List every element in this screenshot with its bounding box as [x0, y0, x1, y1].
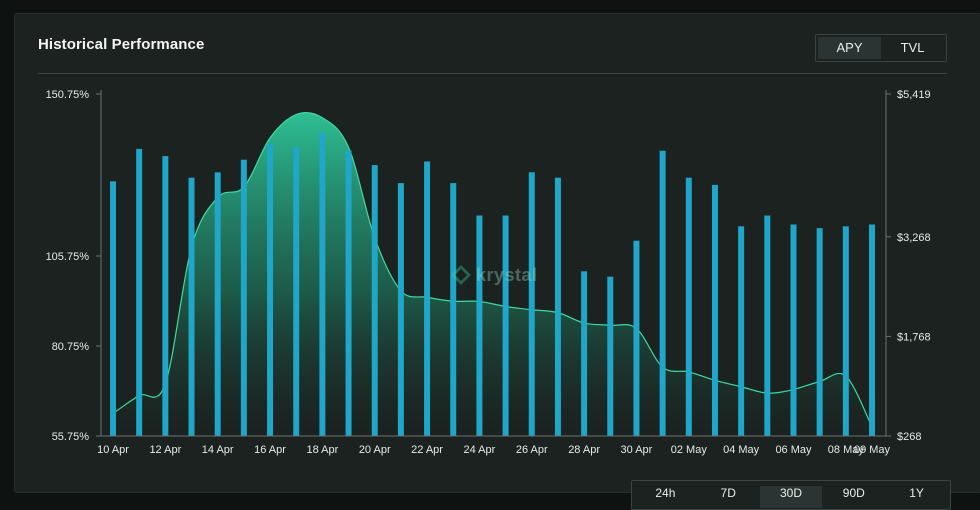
- apy-bar[interactable]: [424, 161, 431, 437]
- apy-bar[interactable]: [371, 165, 378, 436]
- tab-apy[interactable]: APY: [818, 37, 881, 59]
- apy-bar[interactable]: [214, 172, 221, 437]
- left-axis-tick-label: 105.75%: [46, 251, 90, 263]
- x-axis-tick-label: 28 Apr: [568, 444, 600, 456]
- x-axis-tick-label: 02 May: [671, 444, 708, 456]
- apy-bar[interactable]: [188, 177, 195, 436]
- x-axis-tick-label: 06 May: [775, 444, 812, 456]
- x-axis-tick-label: 20 Apr: [359, 444, 391, 456]
- apy-bar[interactable]: [397, 183, 404, 436]
- range-tab-24h[interactable]: 24h: [655, 486, 676, 500]
- header-divider: [38, 73, 947, 74]
- right-axis-tick-label: $5,419: [897, 89, 931, 101]
- range-tab-90d[interactable]: 90D: [842, 486, 865, 500]
- apy-bar[interactable]: [659, 150, 666, 436]
- left-axis-tick-label: 150.75%: [46, 89, 90, 101]
- apy-bar-layer: [110, 132, 875, 437]
- x-axis-tick-label: 04 May: [723, 444, 760, 456]
- x-axis-tick-label: 12 Apr: [149, 444, 181, 456]
- right-axis-tick-label: $3,268: [897, 232, 931, 244]
- x-axis-tick-label: 16 Apr: [254, 444, 286, 456]
- left-axis-tick-label: 80.75%: [52, 341, 90, 353]
- right-axis-tick-label: $268: [897, 431, 921, 443]
- tab-tvl[interactable]: TVL: [900, 40, 925, 55]
- x-axis-tick-label: 10 Apr: [97, 444, 129, 456]
- apy-bar[interactable]: [816, 228, 823, 436]
- krystal-watermark: krystal: [450, 264, 538, 286]
- apy-bar[interactable]: [345, 150, 352, 436]
- apy-bar[interactable]: [136, 148, 143, 436]
- apy-bar[interactable]: [764, 215, 771, 437]
- left-axis-tick-label: 55.75%: [52, 431, 90, 443]
- x-axis-tick-label: 18 Apr: [306, 444, 338, 456]
- apy-bar[interactable]: [319, 132, 326, 436]
- apy-bar[interactable]: [842, 226, 849, 436]
- apy-bar[interactable]: [738, 226, 745, 436]
- apy-bar[interactable]: [528, 172, 535, 437]
- apy-bar[interactable]: [476, 215, 483, 437]
- panel-title: Historical Performance: [38, 36, 205, 53]
- range-tab-7d[interactable]: 7D: [720, 486, 736, 500]
- x-axis-tick-label: 22 Apr: [411, 444, 443, 456]
- watermark-text: krystal: [476, 264, 538, 285]
- apy-bar[interactable]: [293, 147, 300, 436]
- apy-bar[interactable]: [790, 224, 797, 437]
- apy-bar[interactable]: [869, 224, 875, 437]
- x-axis-tick-label: 24 Apr: [464, 444, 496, 456]
- apy-bar[interactable]: [685, 177, 692, 436]
- range-tab-1y[interactable]: 1Y: [909, 486, 924, 500]
- x-axis-tick-label: 26 Apr: [516, 444, 548, 456]
- range-tab-30d[interactable]: 30D: [759, 486, 823, 508]
- tvl-area-fill: [113, 112, 872, 436]
- apy-bar[interactable]: [240, 159, 247, 436]
- apy-bar[interactable]: [607, 276, 614, 436]
- apy-bar[interactable]: [267, 143, 274, 437]
- right-axis-tick-label: $1,768: [897, 331, 931, 343]
- axes: 150.75% 105.75% 80.75% 55.75% $5,419 $3,268 $1…: [46, 89, 931, 456]
- apy-bar[interactable]: [581, 271, 588, 436]
- x-axis-tick-label: 30 Apr: [621, 444, 653, 456]
- apy-bar[interactable]: [711, 184, 718, 436]
- apy-bar[interactable]: [110, 181, 116, 436]
- apy-bar[interactable]: [162, 156, 169, 436]
- metric-toggle: APY TVL: [815, 34, 947, 62]
- apy-bar[interactable]: [554, 177, 561, 436]
- range-toggle: 24h 7D 30D 90D 1Y: [631, 480, 951, 510]
- apy-bar[interactable]: [633, 240, 640, 436]
- x-axis-tick-label: 08 May: [828, 444, 865, 456]
- x-axis-tick-label: 14 Apr: [202, 444, 234, 456]
- krystal-logo-icon: [451, 265, 471, 285]
- apy-bar[interactable]: [450, 183, 457, 436]
- x-axis-tick-label: 09 May: [854, 444, 891, 456]
- apy-bar[interactable]: [502, 215, 509, 437]
